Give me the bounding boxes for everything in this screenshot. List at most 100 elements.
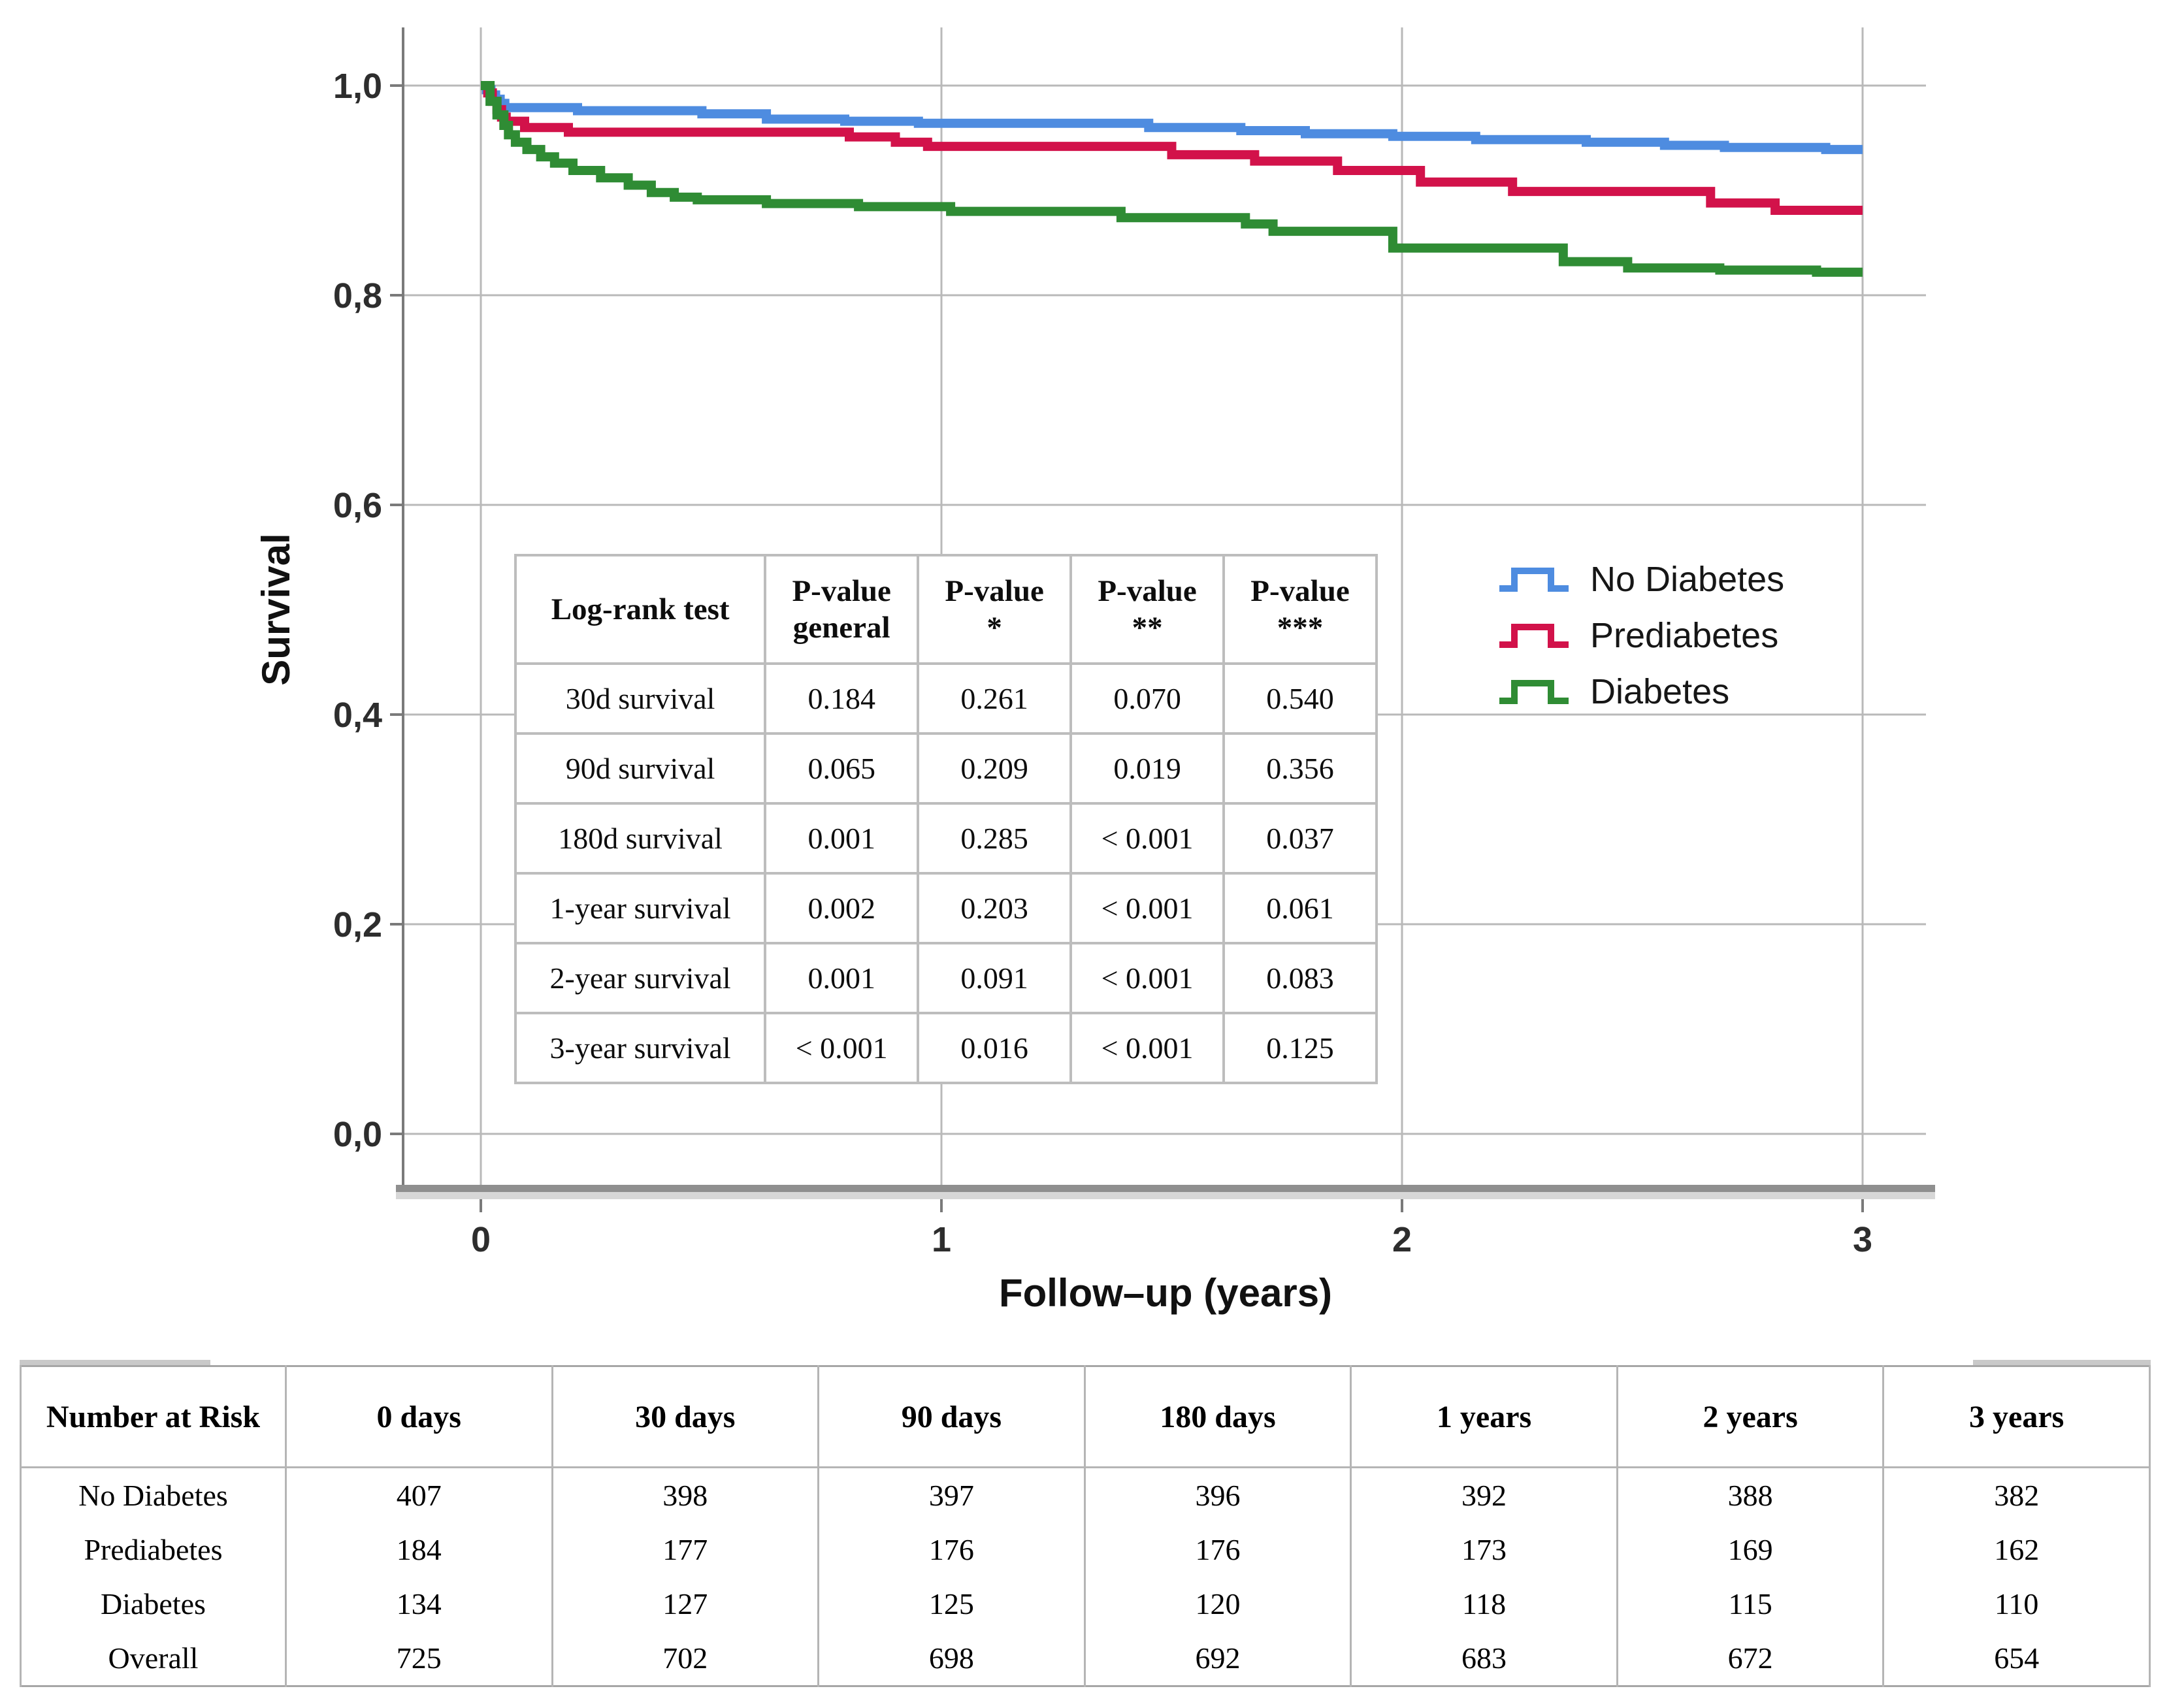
logrank-cell: 180d survival xyxy=(514,802,767,875)
risk-header-cell: 3 years xyxy=(1882,1366,2151,1468)
risk-cell: 120 xyxy=(1083,1577,1352,1631)
risk-row: Overall 725 702 698 692 683 672 654 xyxy=(20,1631,2151,1686)
risk-cell: 184 xyxy=(284,1523,553,1577)
risk-cell: 177 xyxy=(551,1523,820,1577)
risk-cell: 698 xyxy=(817,1631,1086,1686)
logrank-row: 30d survival 0.184 0.261 0.070 0.540 xyxy=(514,662,1378,735)
legend-step-path xyxy=(1499,624,1569,648)
logrank-cell: 0.083 xyxy=(1222,942,1378,1014)
x-tick-label: 1 xyxy=(932,1220,951,1259)
legend-item: No Diabetes xyxy=(1497,559,1784,600)
survival-curve-diabetes xyxy=(481,81,1863,277)
logrank-cell: 0.019 xyxy=(1069,732,1226,805)
risk-cell: No Diabetes xyxy=(20,1467,287,1523)
risk-cell: 127 xyxy=(551,1577,820,1631)
risk-cell: 407 xyxy=(284,1467,553,1523)
logrank-row: 3-year survival < 0.001 0.016 < 0.001 0.125 xyxy=(514,1012,1378,1084)
y-tick-label: 0,0 xyxy=(333,1115,382,1154)
risk-cell: 392 xyxy=(1350,1467,1618,1523)
legend-label: Diabetes xyxy=(1590,672,1730,711)
survival-curve-prediabetes xyxy=(481,81,1863,215)
logrank-cell: 3-year survival xyxy=(514,1012,767,1084)
logrank-row: 1-year survival 0.002 0.203 < 0.001 0.061 xyxy=(514,872,1378,944)
y-tick-label: 0,4 xyxy=(333,696,382,735)
legend-item: Diabetes xyxy=(1497,671,1784,712)
survival-curve-no-diabetes xyxy=(481,81,1863,154)
risk-cell: 169 xyxy=(1616,1523,1885,1577)
logrank-cell: 2-year survival xyxy=(514,942,767,1014)
number-at-risk-table: Number at Risk 0 days 30 days 90 days 180 da… xyxy=(20,1365,2151,1687)
legend-label: No Diabetes xyxy=(1590,560,1785,599)
y-tick-label: 1,0 xyxy=(333,67,382,106)
survival-curves xyxy=(481,81,1863,277)
risk-row: Diabetes 134 127 125 120 118 115 110 xyxy=(20,1577,2151,1631)
x-tick-label: 2 xyxy=(1392,1220,1412,1259)
risk-cell: 692 xyxy=(1083,1631,1352,1686)
risk-cell: 118 xyxy=(1350,1577,1618,1631)
legend-step-path xyxy=(1499,680,1569,704)
risk-header-cell: Number at Risk xyxy=(20,1366,287,1468)
logrank-cell: 0.261 xyxy=(917,662,1073,735)
survival-chart: 1,0 0,8 0,6 0,4 0,2 0,0 0 1 2 3 Survival Follow–u… xyxy=(254,27,1935,1315)
legend-step-path xyxy=(1499,568,1569,592)
x-tick-label: 0 xyxy=(471,1220,491,1259)
logrank-cell: 0.285 xyxy=(917,802,1073,875)
logrank-cell: 1-year survival xyxy=(514,872,767,944)
y-tick-label: 0,8 xyxy=(333,276,382,315)
logrank-table: Log-rank test P-value general P-value * P-val… xyxy=(514,554,1378,1084)
risk-cell: 397 xyxy=(817,1467,1086,1523)
logrank-cell: 90d survival xyxy=(514,732,767,805)
risk-cell: 398 xyxy=(551,1467,820,1523)
logrank-cell: 30d survival xyxy=(514,662,767,735)
logrank-cell: 0.125 xyxy=(1222,1012,1378,1084)
risk-cell: Prediabetes xyxy=(20,1523,287,1577)
logrank-cell: < 0.001 xyxy=(1069,942,1226,1014)
logrank-cell: < 0.001 xyxy=(1069,802,1226,875)
logrank-header-cell: P-value * xyxy=(917,554,1073,665)
risk-cell: 115 xyxy=(1616,1577,1885,1631)
risk-cell: 683 xyxy=(1350,1631,1618,1686)
x-axis-title: Follow–up (years) xyxy=(999,1271,1332,1315)
logrank-cell: 0.070 xyxy=(1069,662,1226,735)
logrank-cell: 0.002 xyxy=(764,872,920,944)
logrank-cell: < 0.001 xyxy=(1069,872,1226,944)
risk-cell: 134 xyxy=(284,1577,553,1631)
risk-cell: 702 xyxy=(551,1631,820,1686)
risk-cell: 382 xyxy=(1882,1467,2151,1523)
logrank-cell: 0.061 xyxy=(1222,872,1378,944)
risk-cell: Overall xyxy=(20,1631,287,1686)
logrank-header-line1: P-value xyxy=(1098,573,1197,608)
logrank-header-line2: ** xyxy=(1132,611,1163,645)
risk-cell: 388 xyxy=(1616,1467,1885,1523)
legend-step-icon xyxy=(1499,680,1569,704)
risk-cell: 125 xyxy=(817,1577,1086,1631)
legend-step-icon xyxy=(1499,624,1569,648)
risk-header-cell: 1 years xyxy=(1350,1366,1618,1468)
risk-cell: 725 xyxy=(284,1631,553,1686)
logrank-header-cell: P-value general xyxy=(764,554,920,665)
risk-header-row: Number at Risk 0 days 30 days 90 days 180 da… xyxy=(20,1366,2151,1468)
risk-cell: Diabetes xyxy=(20,1577,287,1631)
logrank-header-line2: *** xyxy=(1277,611,1324,645)
risk-cell: 654 xyxy=(1882,1631,2151,1686)
logrank-cell: 0.356 xyxy=(1222,732,1378,805)
risk-cell: 672 xyxy=(1616,1631,1885,1686)
logrank-header-line1: P-value xyxy=(945,573,1044,608)
y-tick-label: 0,2 xyxy=(333,905,382,944)
logrank-cell: 0.203 xyxy=(917,872,1073,944)
logrank-row: 180d survival 0.001 0.285 < 0.001 0.037 xyxy=(514,802,1378,875)
y-axis-title: Survival xyxy=(254,533,298,685)
logrank-cell: 0.037 xyxy=(1222,802,1378,875)
logrank-cell: 0.540 xyxy=(1222,662,1378,735)
x-axis-bar-shadow xyxy=(396,1192,1935,1199)
logrank-cell: 0.091 xyxy=(917,942,1073,1014)
legend-item: Prediabetes xyxy=(1497,615,1784,656)
logrank-row: 90d survival 0.065 0.209 0.019 0.356 xyxy=(514,732,1378,805)
risk-header-cell: 0 days xyxy=(284,1366,553,1468)
y-tick-label: 0,6 xyxy=(333,486,382,525)
logrank-cell: < 0.001 xyxy=(764,1012,920,1084)
logrank-header-line1: P-value xyxy=(1250,573,1350,608)
logrank-cell: < 0.001 xyxy=(1069,1012,1226,1084)
logrank-cell: 0.209 xyxy=(917,732,1073,805)
